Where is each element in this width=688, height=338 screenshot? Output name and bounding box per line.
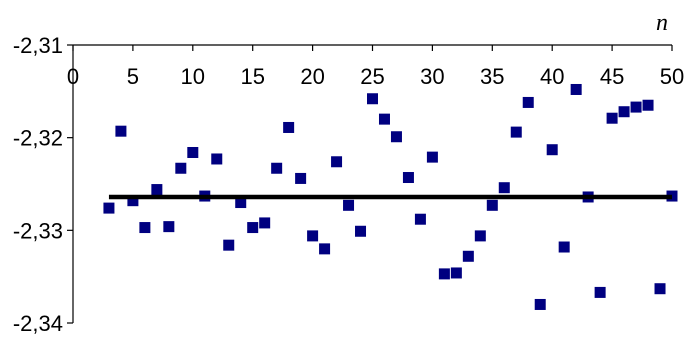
data-point xyxy=(594,286,606,298)
y-ticks: -2,31 -2,32 -2,33 -2,34 xyxy=(13,33,73,336)
x-tick-label: 40 xyxy=(540,64,564,89)
data-point xyxy=(546,144,558,156)
y-tick-label: -2,31 xyxy=(13,33,63,58)
data-point xyxy=(295,172,307,184)
data-point xyxy=(115,125,127,137)
data-point xyxy=(259,217,271,229)
data-point xyxy=(654,283,666,295)
data-point xyxy=(606,112,618,124)
x-tick-label: 30 xyxy=(420,64,444,89)
data-point xyxy=(127,195,139,207)
data-point xyxy=(390,131,402,143)
x-tick-label: 45 xyxy=(600,64,624,89)
x-tick-label: 15 xyxy=(240,64,264,89)
x-ticks: 0 5 10 15 20 25 30 35 40 45 50 xyxy=(67,45,684,89)
data-point xyxy=(151,184,163,196)
axes: -2,31 -2,32 -2,33 -2,34 0 5 10 15 20 25 30 35 40 45 5… xyxy=(13,33,684,336)
data-point xyxy=(139,222,151,234)
y-tick-label: -2,32 xyxy=(13,126,63,151)
data-point xyxy=(235,197,247,209)
data-point xyxy=(522,96,534,108)
data-point xyxy=(307,230,319,242)
x-tick-label: 0 xyxy=(67,64,79,89)
data-point xyxy=(438,268,450,280)
x-tick-label: 20 xyxy=(300,64,324,89)
data-point xyxy=(498,182,510,194)
x-tick-label: 10 xyxy=(181,64,205,89)
data-point xyxy=(426,151,438,163)
data-point xyxy=(378,113,390,125)
data-point xyxy=(283,121,295,133)
data-point xyxy=(630,101,642,113)
data-point xyxy=(642,99,654,111)
x-tick-label: 5 xyxy=(127,64,139,89)
data-point xyxy=(486,199,498,211)
data-point xyxy=(558,241,570,253)
data-point xyxy=(343,199,355,211)
data-point xyxy=(355,225,367,237)
data-point xyxy=(570,83,582,95)
x-tick-label: 35 xyxy=(480,64,504,89)
data-point xyxy=(331,156,343,168)
data-point xyxy=(450,267,462,279)
data-point xyxy=(175,162,187,174)
data-point xyxy=(271,162,283,174)
data-point xyxy=(474,230,486,242)
x-axis-label: n xyxy=(656,10,668,36)
data-point xyxy=(319,243,331,255)
data-point xyxy=(247,222,259,234)
y-tick-label: -2,33 xyxy=(13,218,63,243)
data-point xyxy=(163,221,175,233)
data-point xyxy=(402,172,414,184)
data-point xyxy=(211,153,223,165)
data-point xyxy=(414,213,426,225)
data-point xyxy=(103,202,115,214)
data-point xyxy=(187,146,199,158)
x-tick-label: 50 xyxy=(660,64,684,89)
data-point xyxy=(534,298,546,310)
x-tick-label: 25 xyxy=(360,64,384,89)
data-point xyxy=(510,126,522,138)
data-point xyxy=(223,239,235,251)
data-point xyxy=(367,93,378,105)
y-tick-label: -2,34 xyxy=(13,311,63,336)
data-point xyxy=(618,106,630,118)
data-point xyxy=(462,250,474,262)
